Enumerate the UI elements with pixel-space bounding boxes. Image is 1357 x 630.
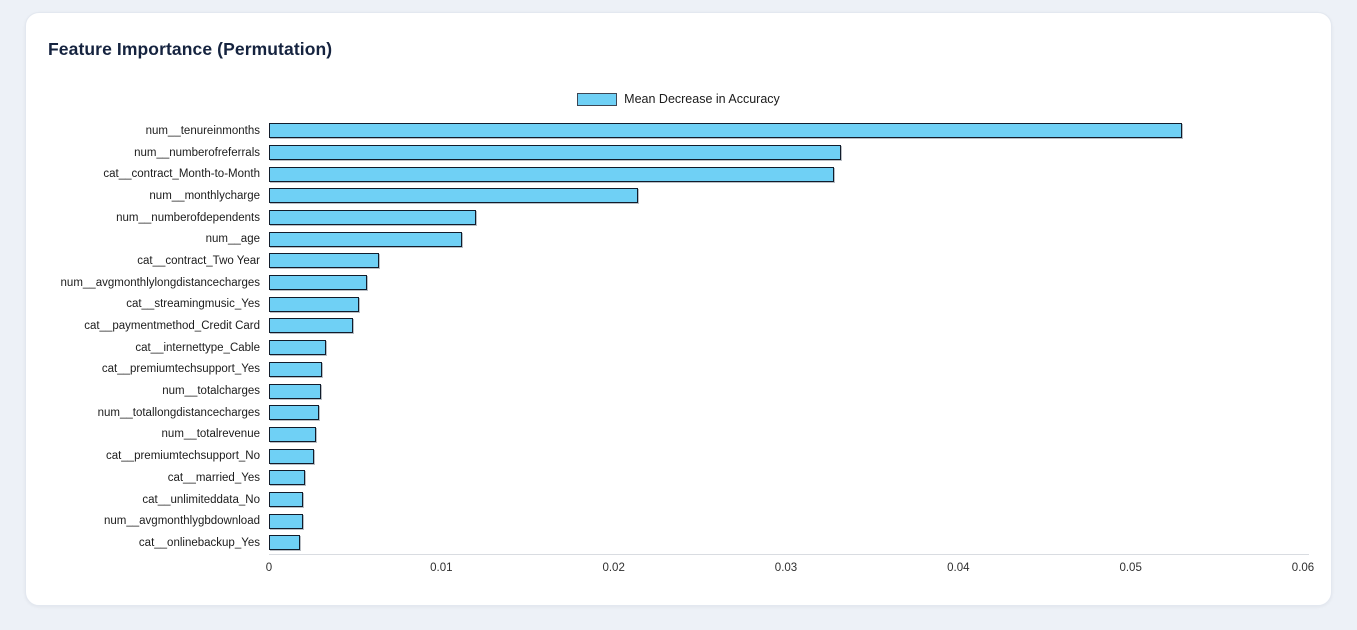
bar (269, 361, 323, 377)
y-axis-label: cat__internettype_Cable (135, 341, 260, 354)
x-tick-label: 0.03 (774, 562, 798, 574)
chart-row: num__totallongdistancecharges (26, 402, 1303, 424)
y-axis-label: cat__streamingmusic_Yes (126, 298, 260, 311)
chart-row: num__totalrevenue (26, 424, 1303, 446)
x-tick-label: 0 (265, 562, 273, 574)
y-axis-label: num__age (205, 233, 260, 246)
chart-row: cat__paymentmethod_Credit Card (26, 315, 1303, 337)
y-axis-label: num__avgmonthlygbdownload (104, 515, 260, 528)
chart-row: num__age (26, 228, 1303, 250)
x-axis-line (269, 554, 1309, 555)
y-axis-label: cat__contract_Two Year (137, 254, 260, 267)
y-axis-label: cat__contract_Month-to-Month (103, 168, 260, 181)
bar (269, 296, 359, 312)
chart-row: cat__streamingmusic_Yes (26, 294, 1303, 316)
chart-row: cat__contract_Month-to-Month (26, 163, 1303, 185)
y-axis-label: num__monthlycharge (149, 189, 260, 202)
x-tick-label: 0.02 (602, 562, 625, 574)
bar (269, 144, 842, 160)
chart-row: num__numberofreferrals (26, 142, 1303, 164)
bar-track (269, 359, 1303, 381)
bar-track (269, 142, 1303, 164)
x-tick-label: 0.06 (1291, 562, 1315, 574)
x-axis-ticks: 0 0.01 0.02 0.03 0.04 0.05 0.06 (265, 562, 1314, 578)
chart-row: num__totalcharges (26, 380, 1303, 402)
bar-track (269, 185, 1303, 207)
bar-track (269, 445, 1303, 467)
feature-importance-card: Feature Importance (Permutation) Mean De… (25, 12, 1332, 606)
y-axis-label: cat__premiumtechsupport_No (105, 450, 260, 463)
bar-track (269, 489, 1303, 511)
bar-track (269, 207, 1303, 229)
bar (269, 166, 835, 182)
bar-track (269, 294, 1303, 316)
y-axis-label: num__totallongdistancecharges (97, 406, 260, 419)
bar-track (269, 228, 1303, 250)
chart-row: cat__unlimiteddata_No (26, 489, 1303, 511)
chart-row: cat__married_Yes (26, 467, 1303, 489)
chart-row: cat__contract_Two Year (26, 250, 1303, 272)
legend-label: Mean Decrease in Accuracy (624, 92, 780, 106)
chart-row: cat__premiumtechsupport_Yes (26, 359, 1303, 381)
bar (269, 448, 314, 464)
bar-track (269, 532, 1303, 554)
chart-row: cat__internettype_Cable (26, 337, 1303, 359)
bar-track (269, 380, 1303, 402)
bar (269, 535, 301, 551)
bar (269, 275, 368, 291)
x-tick-label: 0.05 (1119, 562, 1142, 574)
bar-track (269, 510, 1303, 532)
y-axis-label: cat__unlimiteddata_No (142, 493, 260, 506)
y-axis-label: num__totalrevenue (161, 428, 260, 441)
chart-row: num__avgmonthlylongdistancecharges (26, 272, 1303, 294)
chart-row: cat__onlinebackup_Yes (26, 532, 1303, 554)
bar-chart-rows: num__tenureinmonths num__numberofreferral… (26, 120, 1303, 554)
chart-legend: Mean Decrease in Accuracy (26, 92, 1331, 106)
legend-swatch (577, 92, 618, 106)
y-axis-label: cat__onlinebackup_Yes (138, 536, 260, 549)
bar-track (269, 402, 1303, 424)
bar-track (269, 424, 1303, 446)
bar-track (269, 315, 1303, 337)
x-tick-label: 0.04 (947, 562, 970, 574)
y-axis-label: cat__married_Yes (167, 471, 260, 484)
bar-track (269, 337, 1303, 359)
chart-title: Feature Importance (Permutation) (48, 39, 333, 59)
chart-row: num__avgmonthlygbdownload (26, 510, 1303, 532)
y-axis-label: num__totalcharges (162, 385, 260, 398)
y-axis-label: num__avgmonthlylongdistancecharges (60, 276, 260, 289)
bar (269, 188, 638, 204)
bar (269, 513, 304, 529)
bar-track (269, 163, 1303, 185)
chart-row: num__tenureinmonths (26, 120, 1303, 142)
bar (269, 340, 326, 356)
bar (269, 318, 354, 334)
bar-track (269, 250, 1303, 272)
chart-row: num__monthlycharge (26, 185, 1303, 207)
bar (269, 405, 319, 421)
y-axis-label: num__numberofreferrals (134, 146, 260, 159)
y-axis-label: num__numberofdependents (116, 211, 260, 224)
bar (269, 123, 1183, 139)
bar-track (269, 120, 1303, 142)
bar (269, 231, 462, 247)
y-axis-label: num__tenureinmonths (145, 124, 260, 137)
y-axis-label: cat__paymentmethod_Credit Card (84, 320, 260, 333)
bar (269, 491, 304, 507)
x-tick-label: 0.01 (430, 562, 453, 574)
bar (269, 253, 380, 269)
bar (269, 470, 306, 486)
bar (269, 383, 321, 399)
bar (269, 210, 476, 226)
y-axis-label: cat__premiumtechsupport_Yes (101, 363, 260, 376)
bar-track (269, 467, 1303, 489)
bar (269, 426, 316, 442)
chart-row: cat__premiumtechsupport_No (26, 445, 1303, 467)
bar-track (269, 272, 1303, 294)
chart-row: num__numberofdependents (26, 207, 1303, 229)
